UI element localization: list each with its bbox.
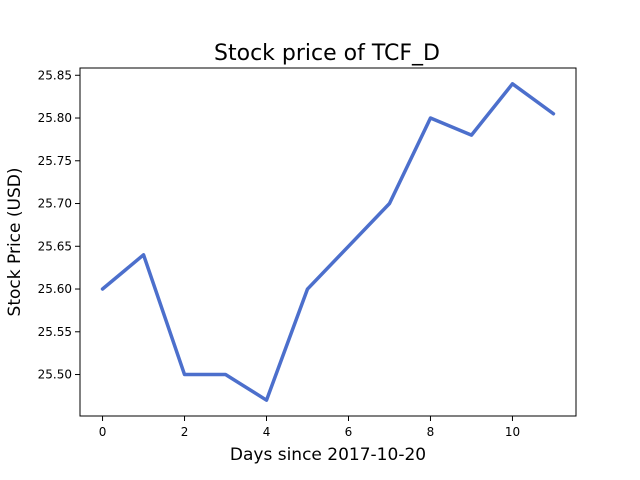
y-axis-label: Stock Price (USD) — [5, 168, 25, 317]
x-tick-label: 2 — [181, 425, 189, 439]
x-tick-label: 4 — [263, 425, 271, 439]
x-axis: 0 2 4 6 8 10 — [99, 416, 520, 439]
plot-area-frame — [79, 67, 577, 417]
x-tick-label: 10 — [505, 425, 520, 439]
x-tick-label: 0 — [99, 425, 107, 439]
y-tick-label: 25.75 — [38, 154, 72, 168]
x-axis-label: Days since 2017-10-20 — [230, 445, 426, 465]
series-line — [100, 82, 556, 402]
chart-title: Stock price of TCF_D — [214, 41, 440, 66]
y-tick-label: 25.85 — [38, 68, 72, 82]
y-tick-label: 25.55 — [38, 325, 72, 339]
y-tick-label: 25.80 — [38, 111, 72, 125]
y-tick-label: 25.70 — [38, 197, 72, 211]
y-tick-label: 25.60 — [38, 282, 72, 296]
y-tick-label: 25.65 — [38, 239, 72, 253]
y-axis: 25.50 25.55 25.60 25.65 25.70 25.75 25.80 25.85 — [38, 68, 80, 382]
x-tick-label: 6 — [345, 425, 353, 439]
y-tick-label: 25.50 — [38, 368, 72, 382]
x-tick-label: 8 — [427, 425, 435, 439]
